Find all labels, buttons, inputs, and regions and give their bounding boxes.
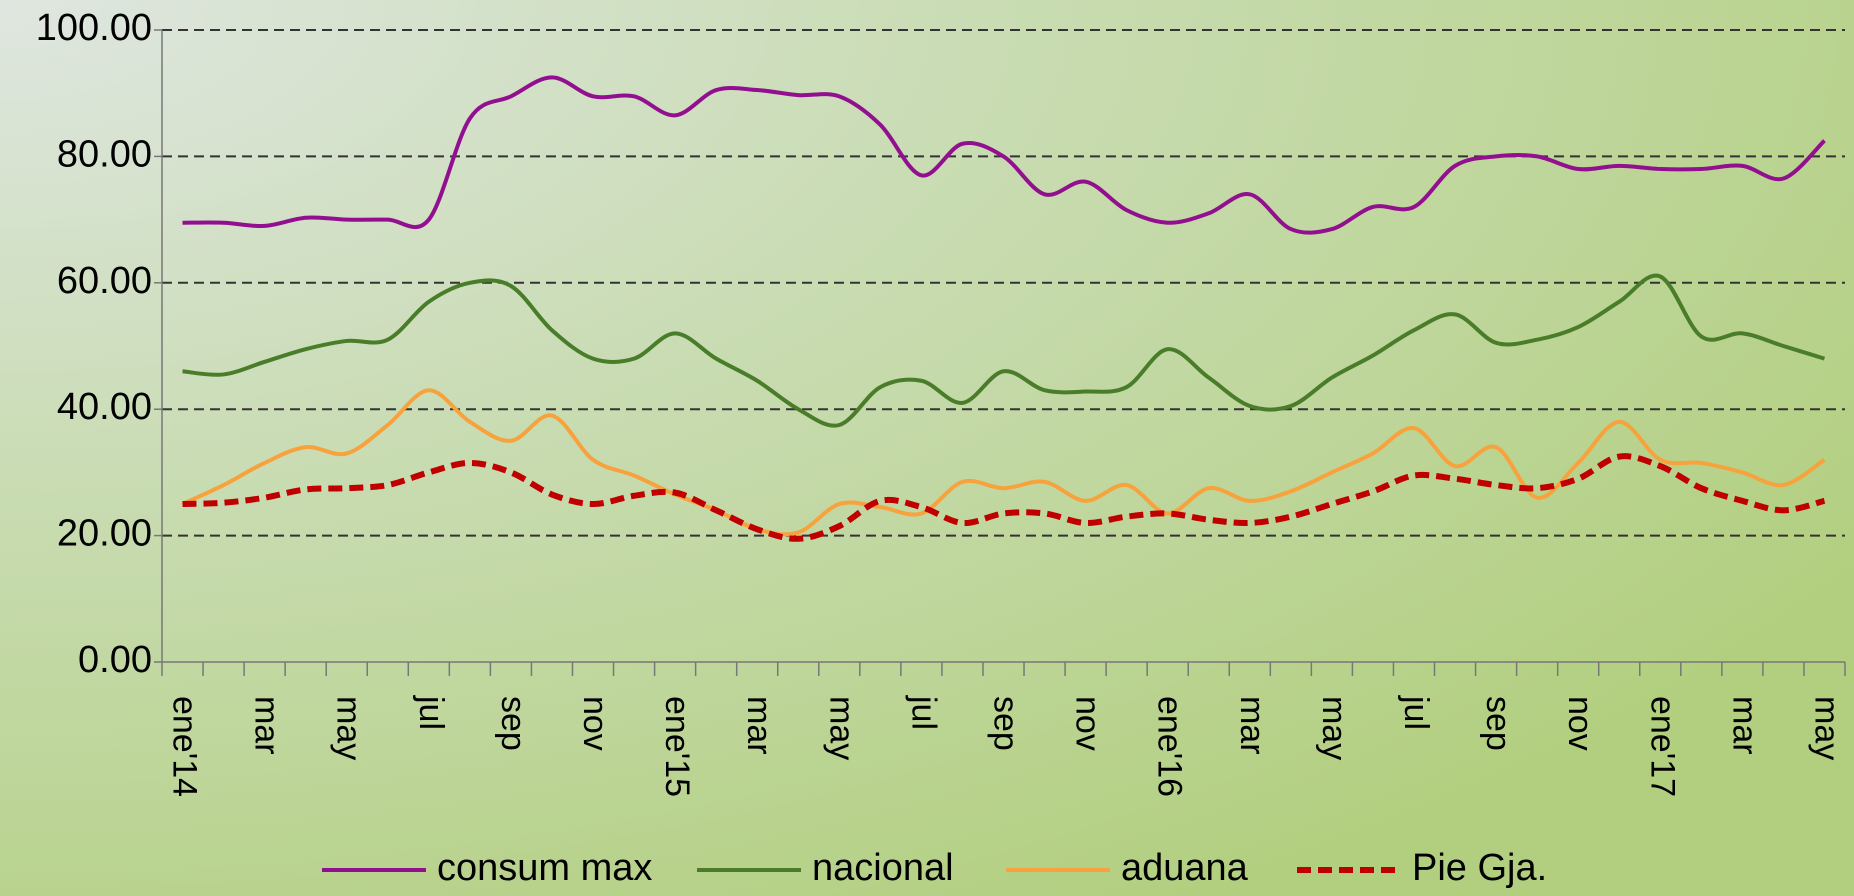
- y-tick-label: 0.00: [78, 639, 152, 681]
- x-tick-label: sep: [494, 696, 532, 751]
- series-line: [182, 75, 1826, 235]
- series-line: [182, 453, 1826, 542]
- x-tick-label: mar: [1725, 696, 1763, 755]
- legend-label: Pie Gja.: [1412, 847, 1547, 889]
- x-tick-label: may: [1315, 696, 1353, 760]
- x-tick-label: nov: [1561, 696, 1599, 751]
- x-tick-label: nov: [576, 696, 614, 751]
- x-tick-label: nov: [1069, 696, 1107, 751]
- x-tick-label: ene'17: [1643, 696, 1681, 797]
- y-tick-label: 60.00: [57, 260, 152, 302]
- x-tick-label: jul: [412, 695, 450, 730]
- legend-label: aduana: [1121, 847, 1249, 889]
- x-tick-label: ene'15: [658, 696, 696, 797]
- series-line: [182, 273, 1826, 428]
- y-tick-label: 100.00: [36, 7, 152, 49]
- legend-label: nacional: [812, 847, 954, 889]
- y-tick-label: 20.00: [57, 513, 152, 555]
- x-tick-label: ene'14: [166, 696, 204, 797]
- x-tick-label: mar: [1233, 696, 1271, 755]
- y-tick-label: 80.00: [57, 133, 152, 175]
- x-tick-label: mar: [248, 696, 286, 755]
- x-tick-label: jul: [1397, 695, 1435, 730]
- x-tick-label: sep: [987, 696, 1025, 751]
- x-tick-label: ene'16: [1151, 696, 1189, 797]
- y-tick-label: 40.00: [57, 386, 152, 428]
- x-tick-label: mar: [740, 696, 778, 755]
- x-tick-label: sep: [1479, 696, 1517, 751]
- x-tick-label: may: [330, 696, 368, 760]
- x-tick-label: may: [1807, 696, 1845, 760]
- x-tick-label: may: [822, 696, 860, 760]
- series-line: [181, 388, 1826, 537]
- x-tick-label: jul: [904, 695, 942, 730]
- legend-label: consum max: [437, 847, 652, 889]
